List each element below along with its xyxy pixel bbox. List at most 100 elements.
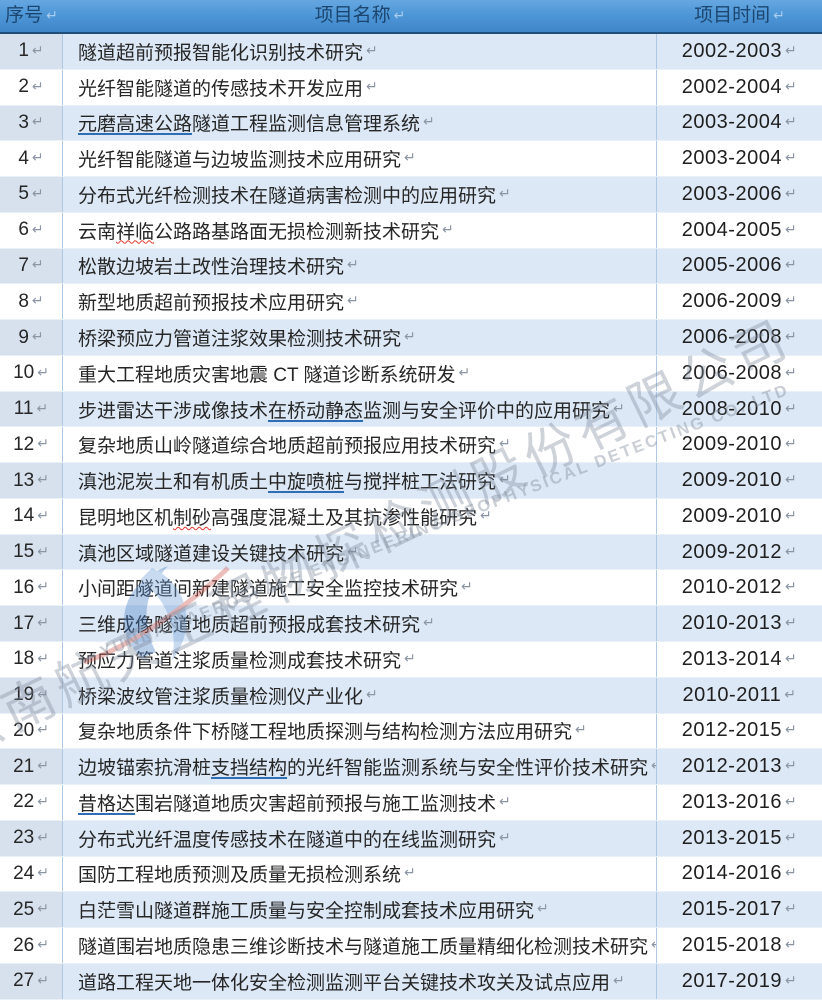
cell-serial-number[interactable]: 12 ↵ (0, 427, 63, 463)
cell-project-time[interactable]: 2003-2004 ↵ (657, 106, 822, 141)
cell-project-name[interactable]: 桥梁预应力管道注浆效果检测技术研究 ↵ (63, 320, 657, 355)
cell-project-time[interactable]: 2010-2012 ↵ (657, 570, 822, 605)
cell-project-time[interactable]: 2006-2008 ↵ (657, 356, 822, 391)
cell-project-time[interactable]: 2006-2009 ↵ (657, 284, 822, 319)
cell-project-name[interactable]: 步进雷达干涉成像技术 在桥动静态 监测与安全评价中的应用研究 ↵ (63, 391, 657, 427)
cell-serial-number[interactable]: 27 ↵ (0, 963, 63, 999)
cell-project-time[interactable]: 2003-2004 ↵ (657, 141, 822, 176)
paragraph-mark: ↵ (37, 864, 49, 881)
cell-serial-number[interactable]: 23 ↵ (0, 820, 63, 856)
cell-project-time[interactable]: 2006-2008 ↵ (657, 320, 822, 355)
cell-project-name[interactable]: 白茫雪山隧道群施工质量与安全控制成套技术应用研究 ↵ (63, 892, 657, 928)
cell-project-name[interactable]: 光纤智能隧道的传感技术开发应用 ↵ (63, 69, 657, 105)
cell-project-time[interactable]: 2015-2017 ↵ (657, 892, 822, 927)
cell-project-name[interactable]: 昆明地区机 制砂 高强度混凝土及其抗渗性能研究 ↵ (63, 498, 657, 534)
cell-project-name[interactable]: 新型地质超前预报技术应用研究 ↵ (63, 284, 657, 320)
cell-serial-number[interactable]: 15 ↵ (0, 534, 63, 570)
cell-project-time[interactable]: 2017-2019 ↵ (657, 964, 822, 999)
cell-serial-number[interactable]: 16 ↵ (0, 570, 63, 606)
cell-project-name[interactable]: 复杂地质山岭隧道综合地质超前预报应用技术研究 ↵ (63, 427, 657, 463)
project-name-text: 的光纤智能监测系统与安全性评价技术研究 (287, 758, 649, 780)
project-name-text: 新型地质超前预报技术应用研究 (78, 293, 345, 315)
cell-project-name[interactable]: 云南 祥临 公路路基路面无损检测新技术研究 ↵ (63, 212, 657, 248)
cell-serial-number[interactable]: 10 ↵ (0, 355, 63, 391)
cell-serial-number[interactable]: 6 ↵ (0, 212, 63, 248)
cell-serial-number[interactable]: 24 ↵ (0, 856, 63, 892)
cell-serial-number[interactable]: 17 ↵ (0, 606, 63, 642)
cell-project-time[interactable]: 2002-2004 ↵ (657, 70, 822, 105)
cell-project-name[interactable]: 隧道超前预报智能化识别技术研究 ↵ (63, 34, 657, 69)
project-time-text: 2002-2004 (681, 75, 782, 98)
cell-serial-number[interactable]: 26 ↵ (0, 928, 63, 963)
cell-project-time[interactable]: 2014-2016 ↵ (657, 857, 822, 892)
cell-project-time[interactable]: 2015-2018 ↵ (657, 928, 822, 963)
cell-project-time[interactable]: 2008-2010 ↵ (657, 392, 822, 427)
serial-number-text: 5 (18, 183, 29, 205)
paragraph-mark: ↵ (784, 506, 798, 523)
cell-project-time[interactable]: 2012-2015 ↵ (657, 714, 822, 749)
cell-project-time[interactable]: 2009-2010 ↵ (657, 463, 822, 498)
cell-project-time[interactable]: 2009-2012 ↵ (657, 535, 822, 570)
cell-project-time[interactable]: 2002-2003 ↵ (657, 34, 822, 69)
table-row: 14 ↵ 昆明地区机 制砂 高强度混凝土及其抗渗性能研究 ↵ 2009-2010 ↵ (0, 498, 822, 535)
cell-project-name[interactable]: 松散边坡岩土改性治理技术研究 ↵ (63, 248, 657, 284)
cell-serial-number[interactable]: 7 ↵ (0, 248, 63, 284)
cell-serial-number[interactable]: 20 ↵ (0, 713, 63, 749)
cell-project-name[interactable]: 元磨高速公路 隧道工程监测信息管理系统 ↵ (63, 105, 657, 141)
cell-project-name[interactable]: 桥梁波纹管注浆质量检测仪产业化 ↵ (63, 677, 657, 713)
cell-project-name[interactable]: 隧道围岩地质隐患三维诊断技术与隧道施工质量精细化检测技术研究↵ (63, 928, 657, 963)
cell-project-time[interactable]: 2010-2013 ↵ (657, 606, 822, 641)
cell-serial-number[interactable]: 2 ↵ (0, 69, 63, 105)
cell-project-time[interactable]: 2012-2013 ↵ (657, 749, 822, 784)
cell-project-name[interactable]: 重大工程地质灾害地震 CT 隧道诊断系统研发 ↵ (63, 355, 657, 391)
cell-project-name[interactable]: 小间距隧道间新建隧道施工安全监控技术研究 ↵ (63, 570, 657, 606)
cell-project-name[interactable]: 预应力管道注浆质量检测成套技术研究 ↵ (63, 642, 657, 677)
cell-serial-number[interactable]: 5 ↵ (0, 177, 63, 212)
cell-project-name[interactable]: 滇池区域隧道建设关键技术研究 ↵ (63, 534, 657, 570)
cell-project-name[interactable]: 分布式光纤温度传感技术在隧道中的在线监测研究 ↵ (63, 820, 657, 856)
project-time-text: 2003-2004 (681, 147, 782, 170)
cell-project-time[interactable]: 2009-2010 ↵ (657, 427, 822, 462)
cell-project-name[interactable]: 滇池泥炭土和有机质土 中旋喷桩 与搅拌桩工法研究 ↵ (63, 463, 657, 498)
cell-project-time[interactable]: 2009-2010 ↵ (657, 499, 822, 534)
cell-project-name[interactable]: 道路工程天地一体化安全检测监测平台关键技术攻关及试点应用 ↵ (63, 963, 657, 999)
table-row: 12 ↵ 复杂地质山岭隧道综合地质超前预报应用技术研究 ↵ 2009-2010 ↵ (0, 427, 822, 464)
cell-serial-number[interactable]: 3 ↵ (0, 105, 63, 141)
cell-project-name[interactable]: 三维成像隧道地质超前预报成套技术研究 ↵ (63, 606, 657, 642)
cell-project-time[interactable]: 2004-2005 ↵ (657, 213, 822, 248)
paragraph-mark: ↵ (37, 578, 49, 595)
cell-serial-number[interactable]: 13 ↵ (0, 463, 63, 498)
cell-project-time[interactable]: 2013-2015 ↵ (657, 821, 822, 856)
cell-serial-number[interactable]: 8 ↵ (0, 284, 63, 320)
cell-project-name[interactable]: 复杂地质条件下桥隧工程地质探测与结构检测方法应用研究 ↵ (63, 713, 657, 749)
cell-project-name[interactable]: 昔格达 围岩隧道地质灾害超前预报与施工监测技术 ↵ (63, 785, 657, 820)
cell-serial-number[interactable]: 25 ↵ (0, 892, 63, 928)
cell-project-time[interactable]: 2010-2011 ↵ (657, 678, 822, 713)
cell-serial-number[interactable]: 22 ↵ (0, 785, 63, 820)
cell-project-name[interactable]: 分布式光纤检测技术在隧道病害检测中的应用研究 ↵ (63, 177, 657, 212)
cell-serial-number[interactable]: 4 ↵ (0, 141, 63, 177)
cell-project-time[interactable]: 2003-2006 ↵ (657, 177, 822, 212)
project-time-text: 2003-2006 (681, 182, 782, 205)
paragraph-mark: ↵ (31, 113, 44, 130)
serial-number-text: 18 (13, 648, 35, 670)
cell-project-name[interactable]: 国防工程地质预测及质量无损检测系统 ↵ (63, 856, 657, 892)
cell-project-time[interactable]: 2005-2006 ↵ (657, 249, 822, 284)
cell-serial-number[interactable]: 18 ↵ (0, 642, 63, 677)
cell-serial-number[interactable]: 11 ↵ (0, 391, 63, 427)
cell-serial-number[interactable]: 21 ↵ (0, 749, 63, 785)
paragraph-mark: ↵ (651, 757, 656, 774)
paragraph-mark: ↵ (784, 184, 798, 201)
cell-project-time[interactable]: 2013-2014 ↵ (657, 642, 822, 677)
cell-project-name[interactable]: 光纤智能隧道与边坡监测技术应用研究 ↵ (63, 141, 657, 177)
cell-serial-number[interactable]: 9 ↵ (0, 320, 63, 355)
cell-serial-number[interactable]: 19 ↵ (0, 677, 63, 713)
project-name-text: 隧道工程监测信息管理系统 (192, 114, 421, 136)
cell-serial-number[interactable]: 1 ↵ (0, 34, 63, 69)
cell-serial-number[interactable]: 14 ↵ (0, 498, 63, 534)
paragraph-mark: ↵ (784, 220, 798, 237)
serial-number-text: 17 (13, 612, 35, 634)
paragraph-mark: ↵ (347, 292, 359, 309)
cell-project-time[interactable]: 2013-2016 ↵ (657, 785, 822, 820)
